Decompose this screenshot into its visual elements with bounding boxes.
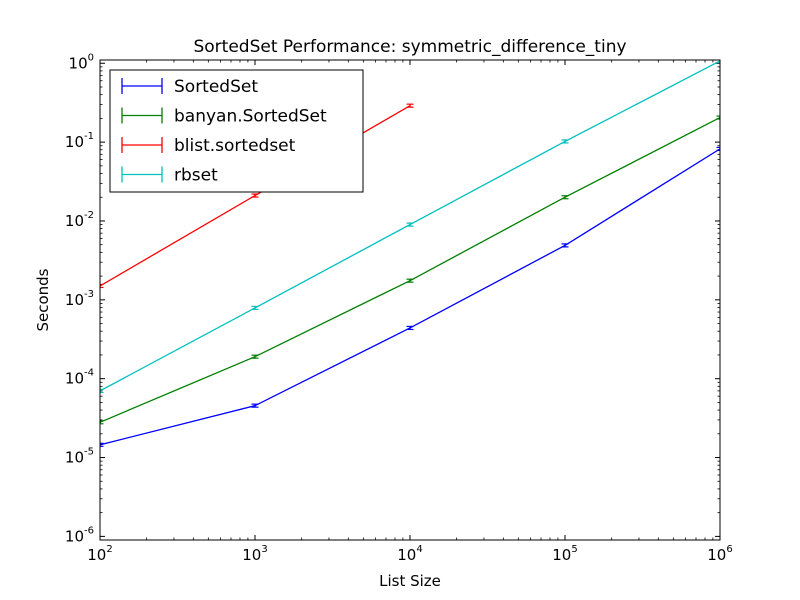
data-point (561, 243, 569, 248)
legend-item: rbset (121, 166, 218, 186)
y-tick-label: 10-6 (65, 525, 94, 545)
data-point (406, 103, 414, 108)
y-tick-label-base: 10 (65, 370, 84, 388)
data-point (406, 325, 414, 331)
y-tick-label-base: 10 (65, 449, 84, 467)
series-rbset (100, 60, 720, 393)
x-tick-label-exponent: 2 (106, 544, 112, 555)
data-point (716, 146, 720, 152)
y-tick-label-exponent: 0 (88, 52, 94, 63)
y-tick-label: 10-3 (65, 289, 94, 309)
legend-label: SortedSet (174, 77, 258, 97)
x-axis-label: List Size (379, 572, 441, 590)
y-tick-label: 10-2 (65, 210, 94, 230)
series-sortedset (100, 146, 720, 447)
data-point (251, 354, 259, 359)
y-tick-label-exponent: -4 (84, 368, 94, 379)
data-point (251, 193, 259, 198)
legend-label: banyan.SortedSet (174, 107, 327, 127)
x-tick-label: 103 (242, 544, 267, 564)
x-tick-label-exponent: 5 (571, 544, 577, 555)
x-tick-label-base: 10 (397, 546, 416, 564)
data-point (251, 403, 259, 408)
x-tick-label-base: 10 (87, 546, 106, 564)
x-tick-label: 106 (707, 544, 732, 564)
data-point (100, 442, 104, 447)
y-tick-label-exponent: -6 (84, 525, 94, 536)
x-tick-label-base: 10 (707, 546, 726, 564)
data-point (100, 420, 104, 425)
legend-box (109, 69, 364, 193)
data-point (716, 60, 720, 64)
x-tick-label: 105 (552, 544, 577, 564)
legend: SortedSet banyan.SortedSet blist.sortedset… (109, 69, 364, 193)
x-tick-label-base: 10 (552, 546, 571, 564)
data-point (561, 139, 569, 144)
data-point (100, 388, 104, 393)
data-point (406, 222, 414, 227)
y-tick-label-base: 10 (65, 212, 84, 230)
legend-item: blist.sortedset (121, 136, 296, 156)
y-tick-label-base: 10 (65, 291, 84, 309)
y-tick-label-base: 10 (65, 133, 84, 151)
x-tick-label: 104 (397, 544, 422, 564)
legend-label: rbset (174, 166, 218, 186)
axes-frame (99, 59, 721, 541)
x-tick-label-exponent: 4 (416, 544, 422, 555)
y-tick-label-exponent: -5 (84, 447, 94, 458)
chart-title: SortedSet Performance: symmetric_differe… (193, 37, 626, 57)
legend-item: SortedSet (121, 77, 258, 97)
series-banyan-sortedset (100, 115, 720, 425)
y-tick-label-base: 10 (69, 54, 88, 72)
plot-area: 102 103 104 105 10610-610-510-410-310-210-11… (65, 52, 733, 564)
data-point (251, 305, 259, 311)
data-point (406, 278, 414, 283)
legend-label: blist.sortedset (174, 136, 296, 156)
y-tick-label: 10-1 (65, 131, 94, 151)
y-axis-label: Seconds (34, 268, 52, 331)
x-tick-label-base: 10 (242, 546, 261, 564)
y-tick-label-exponent: -2 (84, 210, 94, 221)
y-tick-label: 10-5 (65, 447, 94, 467)
y-tick-label-base: 10 (65, 527, 84, 545)
y-tick-label: 100 (69, 52, 94, 72)
legend-item: banyan.SortedSet (121, 107, 327, 127)
x-tick-label-exponent: 3 (261, 544, 267, 555)
y-tick-label-exponent: -1 (84, 131, 94, 142)
data-point (100, 283, 104, 289)
y-tick-label-exponent: -3 (84, 289, 94, 300)
data-point (716, 115, 720, 120)
x-tick-label-exponent: 6 (726, 544, 732, 555)
series-group (100, 60, 720, 447)
x-tick-label: 102 (87, 544, 112, 564)
y-tick-label: 10-4 (65, 368, 94, 388)
data-point (561, 195, 569, 200)
